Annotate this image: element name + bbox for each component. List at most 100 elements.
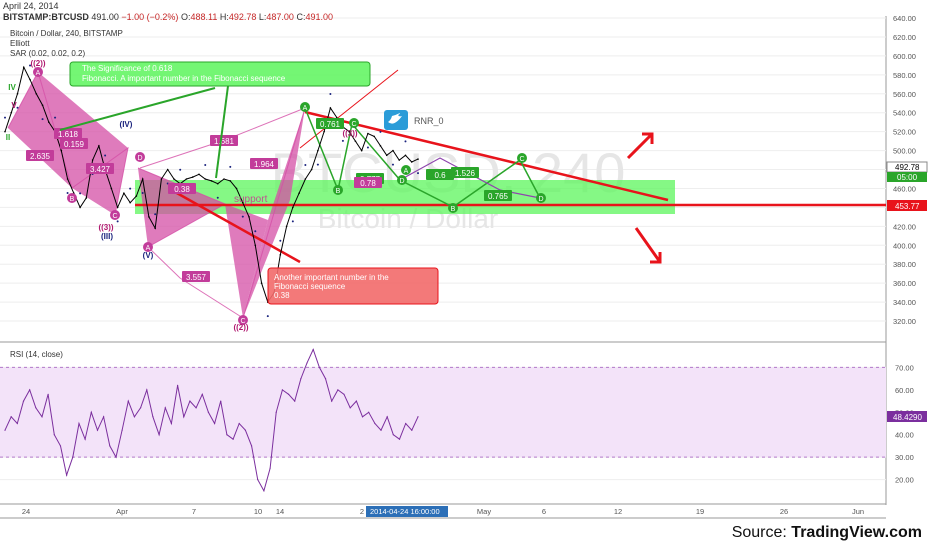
- green-support-zone: [135, 180, 675, 214]
- rsi-point: [170, 422, 173, 425]
- rsi-tick-label: 60.00: [895, 386, 914, 395]
- sar-dot: [104, 154, 107, 157]
- close-label: 05:00: [897, 173, 918, 182]
- rsi-point: [4, 429, 6, 431]
- rsi-point: [361, 416, 364, 418]
- wave-label: ((2)): [30, 59, 45, 68]
- price-point: [116, 206, 119, 209]
- pink-point-marker: [110, 210, 120, 220]
- rsi-point: [411, 429, 413, 431]
- fib-badge-label: 0.38: [174, 185, 190, 194]
- price-point: [191, 176, 194, 178]
- rsi-point: [337, 389, 339, 391]
- rsi-point: [269, 467, 271, 469]
- time-tick-label: May: [477, 507, 491, 516]
- fib-badge-bg: [168, 183, 196, 194]
- price-point: [154, 227, 156, 230]
- price-point: [354, 140, 357, 142]
- pink-point-marker: [67, 193, 77, 203]
- price-point: [404, 154, 407, 157]
- price-point: [10, 111, 13, 114]
- price-tick-label: 380.00: [893, 260, 916, 269]
- rsi-point: [349, 407, 351, 409]
- rsi-point: [250, 445, 253, 447]
- low-label: L:: [258, 12, 267, 22]
- source-brand[interactable]: TradingView.com: [791, 524, 922, 541]
- note-green-line1: The Significance of 0.618: [82, 64, 173, 73]
- price-tick-label: 500.00: [893, 147, 916, 156]
- time-axis: 24 Apr 7 10 14 2 May 6 12 19 26 Jun: [22, 507, 864, 516]
- pink-point-label: B: [70, 196, 75, 203]
- symbol[interactable]: BITSTAMP:BTCUSD: [3, 12, 89, 22]
- rsi-point: [226, 434, 228, 436]
- rsi-point: [10, 416, 12, 418]
- rsi-tick-label: 30.00: [895, 453, 914, 462]
- price-point: [160, 178, 163, 180]
- green-point-label: D: [399, 178, 404, 185]
- green-point-marker: [300, 102, 310, 112]
- fib-badge-bg: [250, 158, 278, 169]
- rsi-point: [115, 456, 117, 458]
- rsi-point: [72, 456, 74, 458]
- rsi-point: [207, 411, 210, 413]
- time-tick-label: 12: [614, 507, 622, 516]
- fib-badge-label: 0.159: [64, 140, 85, 149]
- green-point-marker: [536, 193, 546, 203]
- price-tick-label: 620.00: [893, 33, 916, 42]
- rsi-marks: [4, 348, 419, 492]
- rsi-point: [109, 445, 111, 447]
- source-credit: Source: TradingView.com: [732, 524, 922, 542]
- rsi-point: [287, 393, 290, 395]
- rsi-point: [22, 400, 25, 402]
- sar-dot: [291, 220, 294, 223]
- fib-badge-label: 3.557: [186, 273, 207, 282]
- price-point: [292, 206, 294, 209]
- rsi-point: [90, 411, 92, 413]
- study-sar[interactable]: SAR (0.02, 0.02, 0.2): [10, 49, 86, 58]
- low-value: 487.00: [266, 12, 294, 22]
- price-point: [79, 206, 81, 209]
- rsi-point: [263, 490, 265, 492]
- fib-badge-bg: [182, 271, 210, 282]
- price-point: [98, 145, 100, 147]
- price-point: [166, 168, 169, 171]
- rsi-value-tag: [887, 411, 927, 422]
- last-price: 491.00: [91, 12, 119, 22]
- rsi-point: [405, 422, 407, 425]
- rsi-point: [201, 393, 203, 395]
- green-point-marker: [397, 175, 407, 185]
- rsi-point: [127, 400, 129, 402]
- change: −1.00 (−0.2%): [121, 12, 179, 22]
- study-rsi[interactable]: RSI (14, close): [10, 350, 63, 359]
- rsi-point: [294, 400, 296, 402]
- fib-badge-bg: [60, 138, 88, 149]
- price-tick-label: 460.00: [893, 184, 916, 193]
- study-elliott[interactable]: Elliott: [10, 39, 30, 48]
- price-tick-label: 540.00: [893, 109, 916, 118]
- sar-dot: [229, 165, 232, 168]
- time-tick-label: 6: [542, 507, 546, 516]
- rsi-point: [78, 422, 80, 425]
- price-point: [29, 78, 31, 81]
- rsi-point: [380, 429, 382, 431]
- price-point: [16, 92, 19, 95]
- high-value: 492.78: [228, 12, 257, 22]
- twitter-handle[interactable]: RNR_0: [414, 116, 444, 126]
- rsi-point: [331, 400, 333, 402]
- price-point: [248, 216, 250, 218]
- sar-dot: [366, 146, 369, 149]
- price-point: [229, 180, 232, 182]
- sar-dot: [4, 116, 6, 119]
- wave-label: (III): [101, 232, 113, 241]
- price-tick-label: 360.00: [893, 279, 916, 288]
- red-trendlines: [135, 69, 886, 264]
- rsi-tick-label: 40.00: [895, 431, 914, 440]
- price-point: [22, 66, 25, 69]
- note-green-pointer: [59, 87, 216, 131]
- price-point: [129, 201, 131, 204]
- price-point: [360, 149, 363, 152]
- price-point: [60, 149, 63, 152]
- green-point-label: A: [404, 168, 409, 175]
- sar-dot: [141, 192, 144, 194]
